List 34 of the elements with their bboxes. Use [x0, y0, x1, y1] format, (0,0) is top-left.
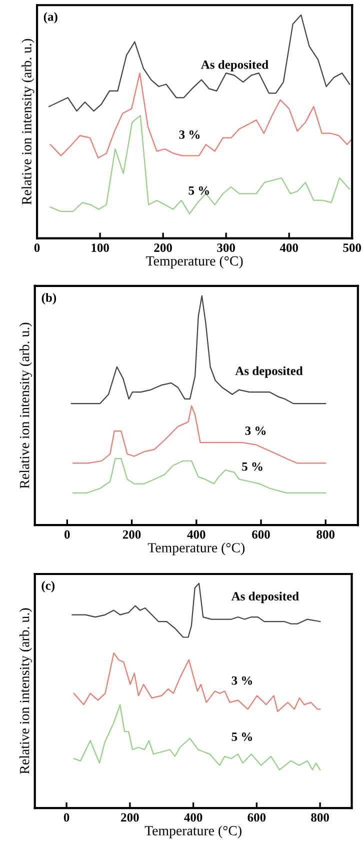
y-axis-title: Relative ion intensity (arb. u.) — [19, 608, 32, 774]
x-tick-label: 600 — [248, 813, 266, 822]
x-tick-label: 400 — [184, 813, 202, 822]
x-tick-label: 400 — [280, 244, 298, 252]
x-tick-label: 200 — [122, 530, 141, 539]
series-label: As deposited — [235, 366, 303, 378]
x-tick-label: 600 — [252, 530, 270, 539]
y-axis-title: Relative ion intensity (arb. u.) — [19, 322, 32, 488]
x-tick-label: 400 — [187, 530, 206, 539]
x-axis-title: Temperature (°C) — [148, 542, 245, 556]
chart-title: (a) — [44, 12, 58, 24]
x-tick-label: 200 — [121, 813, 139, 822]
x-tick-label: 500 — [343, 244, 362, 252]
x-tick-label: 0 — [64, 530, 70, 539]
series-label: 5 % — [232, 732, 252, 741]
chart-title: (c) — [42, 581, 55, 592]
x-axis-title: Temperature (°C) — [146, 256, 243, 268]
y-axis-title: Relative ion intensity (arb. u.) — [22, 38, 34, 205]
series-label: 3 % — [179, 130, 200, 139]
x-axis-title: Temperature (°C) — [144, 826, 242, 838]
series-label: As deposited — [231, 592, 299, 604]
series-label: 3 % — [232, 676, 252, 685]
series-label: As deposited — [200, 60, 268, 72]
x-tick-label: 100 — [92, 244, 109, 252]
series-label: 3 % — [245, 426, 266, 435]
x-tick-label: 800 — [311, 813, 329, 822]
series-label: 5 % — [242, 462, 262, 471]
x-tick-label: 200 — [154, 244, 172, 252]
x-tick-label: 0 — [64, 813, 70, 822]
x-tick-label: 800 — [316, 530, 335, 539]
x-tick-label: 0 — [34, 244, 40, 252]
chart-title: (b) — [42, 293, 56, 304]
x-tick-label: 300 — [217, 244, 235, 252]
series-label: 5 % — [188, 186, 209, 195]
